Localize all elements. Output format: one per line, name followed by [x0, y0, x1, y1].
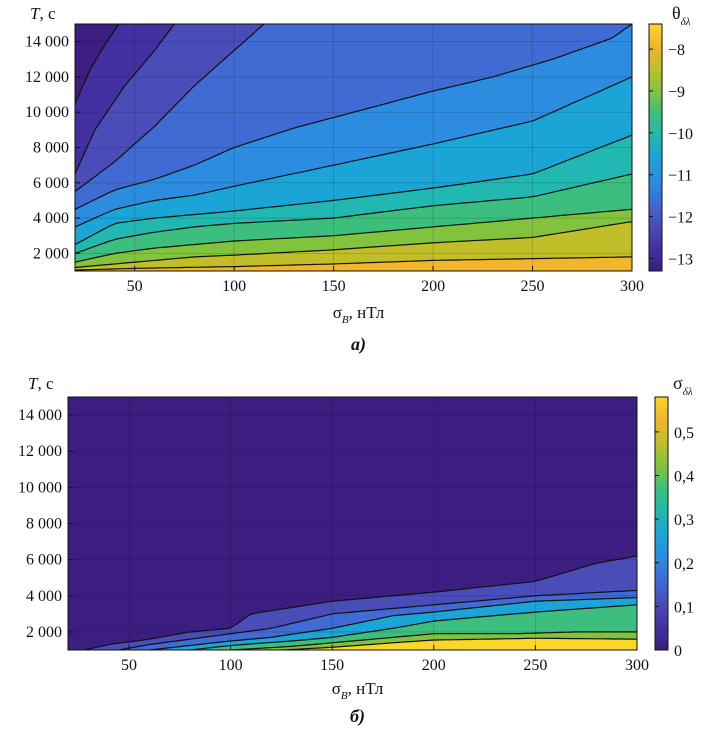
x-axis-title: σB, нТл: [333, 303, 385, 326]
colorbar-subscript: δλ: [683, 386, 693, 398]
x-axis-unit: , нТл: [349, 303, 385, 322]
contour-line: [75, 221, 632, 269]
y-tick-label: 10 000: [25, 104, 69, 121]
y-axis-title: T, с: [28, 374, 54, 393]
panel-label: б): [350, 706, 365, 727]
contour-line: [149, 597, 637, 650]
y-tick-label: 14 000: [25, 34, 69, 51]
colorbar-title: θδλ: [672, 3, 691, 28]
y-tick-label: 14 000: [18, 407, 62, 424]
x-tick-label: 300: [625, 657, 649, 674]
colorbar-symbol: σ: [673, 373, 683, 393]
y-tick-label: 4 000: [26, 588, 62, 605]
x-tick-label: 250: [523, 657, 547, 674]
colorbar-tick-label: −10: [668, 126, 693, 143]
contour-fill: [75, 221, 632, 271]
x-axis-symbol: σ: [333, 303, 342, 322]
colorbar-tick-label: 0,1: [674, 599, 694, 616]
colorbar-tick-label: 0,5: [674, 425, 694, 442]
colorbar-tick-label: −8: [668, 42, 685, 59]
y-tick-label: 6 000: [26, 552, 62, 569]
plot-area: [75, 24, 632, 271]
contour-line: [75, 208, 632, 263]
x-tick-label: 100: [222, 278, 246, 295]
y-tick-label: 12 000: [18, 443, 62, 460]
y-axis-symbol: T: [30, 4, 41, 23]
y-tick-label: 8 000: [33, 140, 69, 157]
colorbar-tick-label: 0,2: [674, 556, 694, 573]
colorbar-tick-label: 0,3: [674, 512, 694, 529]
x-tick-label: 200: [421, 278, 445, 295]
contour-line: [118, 589, 637, 650]
x-tick-label: 200: [422, 657, 446, 674]
chart-panel-1: 50 100 150 200 250 300 2 000 4 000 6 000 8 000 10 …: [25, 3, 693, 355]
y-tick-label: 6 000: [33, 175, 69, 192]
x-axis-symbol: σ: [332, 679, 341, 698]
colorbar-tick-label: 0: [674, 643, 682, 660]
chart-panel-2: 50 100 150 200 250 300 2 000 4 000 6 000 8 000 10 …: [18, 373, 694, 727]
contour-line: [230, 631, 637, 650]
colorbar-symbol: θ: [672, 3, 681, 23]
x-tick-label: 300: [620, 278, 644, 295]
contour-fill: [281, 638, 637, 650]
colorbar-tick-label: −12: [668, 210, 693, 227]
contour-line: [189, 604, 637, 650]
panel-label: a): [351, 334, 366, 355]
x-tick-label: 50: [121, 657, 137, 674]
y-tick-label: 12 000: [25, 69, 69, 86]
contour-line: [84, 555, 637, 650]
x-tick-label: 100: [219, 657, 243, 674]
y-tick-label: 2 000: [26, 624, 62, 641]
x-axis-subscript: B: [342, 314, 349, 326]
contour-line: [75, 24, 265, 193]
colorbar-title: σδλ: [673, 373, 693, 398]
colorbar-tick-label: −13: [668, 251, 693, 268]
y-tick-label: 10 000: [18, 479, 62, 496]
contour-line: [75, 173, 632, 254]
contour-line: [75, 24, 632, 210]
contour-line: [75, 24, 175, 175]
x-axis-unit: , нТл: [348, 679, 384, 698]
x-axis-subscript: B: [341, 690, 348, 702]
x-tick-label: 50: [127, 278, 143, 295]
y-axis-unit: , с: [39, 4, 56, 23]
contour-line: [75, 24, 120, 104]
contour-line: [75, 76, 632, 228]
plot-area: [68, 397, 637, 650]
x-tick-label: 250: [521, 278, 545, 295]
colorbar-tick-label: −11: [668, 168, 692, 185]
y-axis-symbol: T: [28, 374, 39, 393]
contour-line: [75, 134, 632, 246]
colorbar-tick-label: −9: [668, 84, 685, 101]
y-tick-label: 8 000: [26, 516, 62, 533]
colorbar-subscript: δλ: [681, 16, 691, 28]
colorbar: [654, 396, 669, 651]
contour-line: [75, 256, 632, 271]
x-axis-title: σB, нТл: [332, 679, 384, 702]
y-axis-title: T, с: [30, 4, 56, 23]
colorbar: [648, 23, 663, 272]
colorbar-tick-label: 0,4: [674, 469, 694, 486]
y-tick-label: 2 000: [33, 245, 69, 262]
x-tick-label: 150: [322, 278, 346, 295]
x-tick-label: 150: [320, 657, 344, 674]
contour-line: [281, 637, 637, 650]
y-axis-unit: , с: [37, 374, 54, 393]
y-tick-label: 4 000: [33, 210, 69, 227]
